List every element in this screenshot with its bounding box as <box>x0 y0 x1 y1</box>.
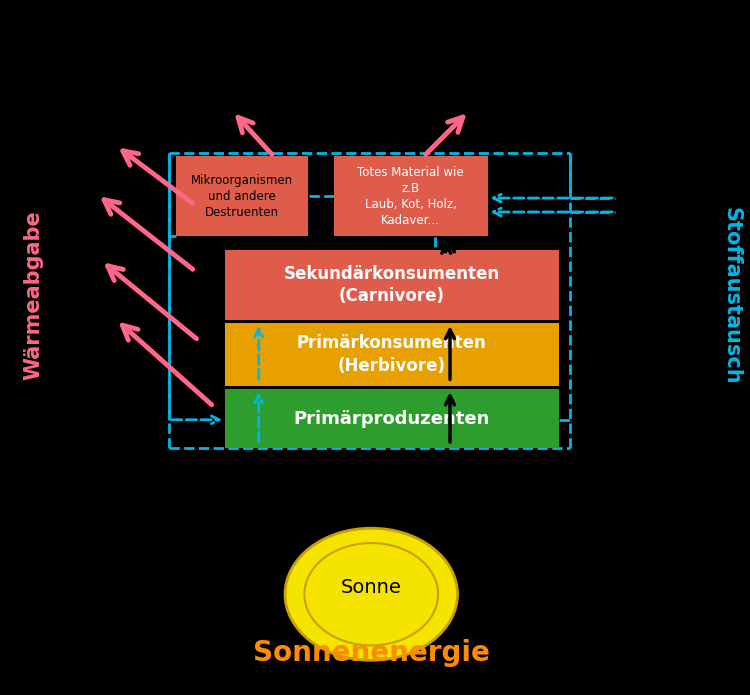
FancyBboxPatch shape <box>176 156 308 236</box>
Text: Sonnenenergie: Sonnenenergie <box>253 639 490 667</box>
Text: Wärmeabgabe: Wärmeabgabe <box>24 211 44 380</box>
Text: Stoffaustausch: Stoffaustausch <box>722 206 741 384</box>
Text: Mikroorganismen
und andere
Destruenten: Mikroorganismen und andere Destruenten <box>190 174 293 219</box>
Text: Totes Material wie
z.B
Laub, Kot, Holz,
Kadaver...: Totes Material wie z.B Laub, Kot, Holz, … <box>357 166 464 227</box>
FancyBboxPatch shape <box>225 250 559 320</box>
Text: Primärkonsumenten
(Herbivore): Primärkonsumenten (Herbivore) <box>297 334 487 375</box>
FancyBboxPatch shape <box>225 389 559 448</box>
Text: Primärproduzenten: Primärproduzenten <box>294 410 490 427</box>
Text: Sonne: Sonne <box>340 578 402 597</box>
Text: Sekundärkonsumenten
(Carnivore): Sekundärkonsumenten (Carnivore) <box>284 265 500 305</box>
FancyBboxPatch shape <box>334 156 488 236</box>
FancyBboxPatch shape <box>225 323 559 386</box>
Ellipse shape <box>285 528 458 660</box>
